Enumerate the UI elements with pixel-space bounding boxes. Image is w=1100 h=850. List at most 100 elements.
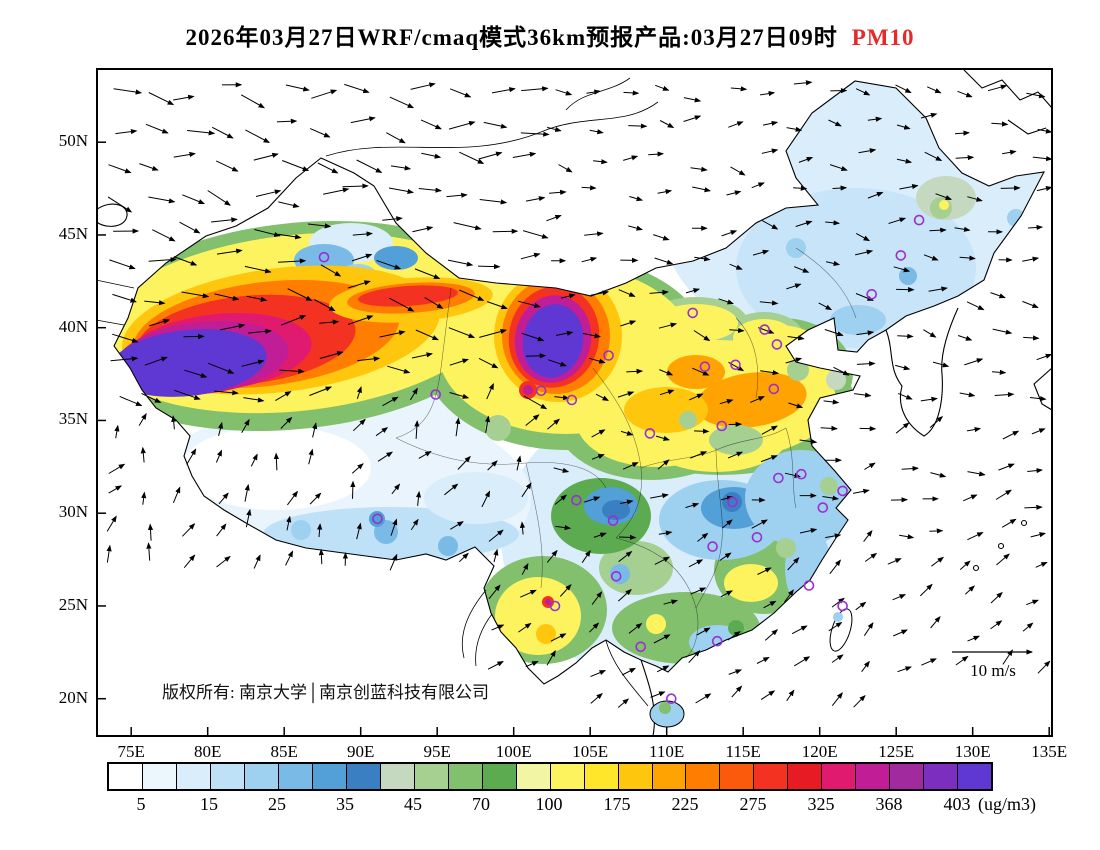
colorbar-tick-label: 70	[472, 794, 490, 814]
wind-reference: 10 m/s	[952, 649, 1033, 680]
station-marker	[716, 420, 728, 432]
colorbar-cell	[788, 764, 823, 789]
lon-tick-label: 120E	[801, 742, 838, 761]
page-title: 2026年03月27日WRF/cmaq模式36km预报产品:03月27日09时 P…	[0, 18, 1100, 52]
colorbar-cell	[346, 764, 381, 789]
colorbar-tick-label: 275	[739, 794, 767, 814]
indochina-border	[605, 640, 649, 707]
station-marker	[699, 361, 711, 373]
colorbar-cell	[312, 764, 347, 789]
colorbar-cell	[448, 764, 483, 789]
korea-coastline	[885, 307, 959, 437]
lat-tick-label: 45N	[58, 223, 88, 243]
station-marker	[773, 472, 784, 484]
colorbar-cell	[720, 764, 755, 789]
ryukyu-island	[1020, 519, 1028, 527]
station-marker	[768, 383, 780, 395]
colorbar-cell	[652, 764, 687, 789]
map-frame	[96, 68, 1053, 737]
station-marker	[837, 485, 848, 497]
station-marker	[895, 250, 907, 261]
colorbar-tick-label: 225	[671, 794, 699, 814]
lon-tick-label: 110E	[649, 742, 685, 761]
station-marker	[817, 502, 829, 513]
lat-tick-label: 25N	[58, 594, 88, 614]
japan-coastline	[963, 69, 1053, 109]
station-marker	[549, 600, 561, 612]
lon-tick-label: 100E	[495, 742, 532, 761]
station-marker	[730, 359, 741, 371]
station-marker	[607, 515, 619, 526]
colorbar-cell	[482, 764, 517, 789]
station-marker	[913, 214, 925, 226]
station-marker	[372, 513, 383, 525]
colorbar-tick-label: 35	[336, 794, 354, 814]
station-marker	[771, 339, 783, 350]
station-marker	[866, 289, 878, 300]
colorbar-unit-label: (ug/m3)	[978, 794, 1036, 814]
myanmar-borders	[461, 589, 493, 667]
colorbar-cell	[822, 764, 857, 789]
station-marker	[707, 541, 718, 552]
colorbar-cell	[754, 764, 789, 789]
colorbar-cell	[958, 764, 992, 789]
station-marker	[566, 394, 578, 406]
lon-tick-label: 95E	[423, 742, 451, 761]
map-plot-area: 10 m/s 版权所有: 南京大学│南京创蓝科技有限公司	[96, 68, 1053, 737]
station-marker	[759, 324, 770, 335]
colorbar-cell	[414, 764, 449, 789]
station-marker	[571, 494, 582, 506]
station-marker	[665, 693, 677, 705]
russia-mongolia-border	[325, 101, 659, 157]
colorbar-cell	[210, 764, 245, 789]
wind-reference-label: 10 m/s	[970, 661, 1016, 680]
lat-tick-label: 30N	[58, 502, 88, 522]
station-marker	[535, 385, 547, 397]
province-borders	[395, 247, 857, 659]
station-marker	[635, 641, 647, 653]
colorbar-tick-label: 100	[535, 794, 563, 814]
colorbar-cell	[244, 764, 279, 789]
central-asia-borders	[96, 279, 135, 326]
colorbar-cell	[686, 764, 721, 789]
colorbar-cell	[584, 764, 619, 789]
station-marker	[687, 307, 699, 319]
taiwan-blue-patch	[833, 612, 843, 622]
colorbar-cell	[924, 764, 959, 789]
station-marker	[837, 600, 848, 612]
coastlines-and-borders	[96, 69, 1053, 737]
station-marker	[644, 428, 656, 439]
station-marker	[711, 635, 723, 647]
pm10-contour-fill	[114, 81, 1044, 684]
colorbar-tick-label: 175	[603, 794, 631, 814]
colorbar-cell	[278, 764, 313, 789]
lon-tick-label: 90E	[346, 742, 375, 761]
china-border	[113, 80, 1045, 685]
colorbar-cell	[380, 764, 415, 789]
title-text: 2026年03月27日WRF/cmaq模式36km预报产品:03月27日09时	[185, 25, 838, 50]
copyright-text: 版权所有: 南京大学│南京创蓝科技有限公司	[162, 682, 489, 704]
station-marker	[803, 580, 815, 591]
colorbar-cell	[550, 764, 585, 789]
colorbar-tick-label: 5	[136, 794, 146, 814]
colorbar	[107, 762, 993, 791]
lake-balkhash-shore	[96, 203, 128, 227]
lat-tick-label: 35N	[58, 409, 88, 429]
title-pollutant-label: PM10	[851, 25, 915, 50]
japan-coastline-2	[1007, 119, 1047, 135]
lake-baikal-shore	[565, 77, 631, 111]
lon-tick-label: 115E	[725, 742, 761, 761]
hainan-green-patch	[659, 702, 671, 714]
station-marker	[603, 350, 614, 361]
colorbar-cell	[890, 764, 925, 789]
forecast-map: 10 m/s 版权所有: 南京大学│南京创蓝科技有限公司	[96, 68, 1053, 737]
colorbar-cell	[142, 764, 177, 789]
lat-tick-label: 20N	[58, 687, 88, 707]
lon-tick-label: 130E	[954, 742, 991, 761]
station-markers	[318, 214, 925, 705]
station-marker	[610, 570, 622, 582]
colorbar-cell	[109, 764, 143, 789]
station-marker	[751, 531, 763, 543]
wind-vector-field	[106, 80, 1053, 708]
